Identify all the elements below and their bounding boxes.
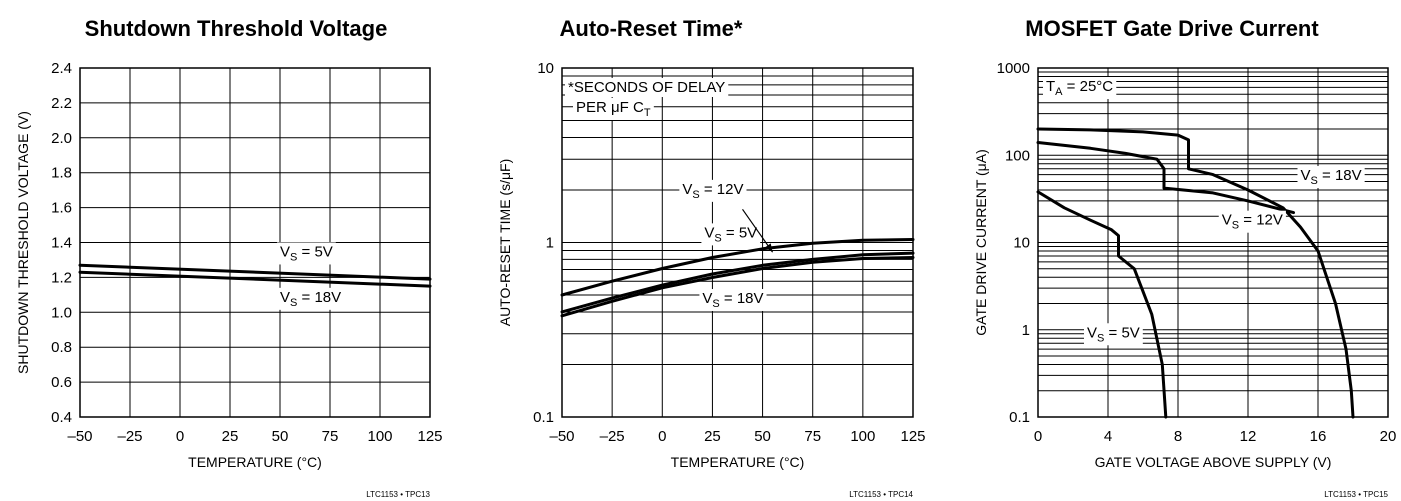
chart2-series-2-label-bg xyxy=(701,223,761,246)
chart3-series-3-label: VS = 5V xyxy=(1087,324,1140,344)
chart2-figure-code: LTC1153 • TPC14 xyxy=(849,490,913,499)
chart1-ytick-label: 1.0 xyxy=(51,304,72,321)
chart3-xtick-label: 16 xyxy=(1310,428,1327,445)
chart3-ylabel: GATE DRIVE CURRENT (μA) xyxy=(973,149,989,335)
chart2-xtick-label: 75 xyxy=(804,428,821,445)
chart3-plot-frame xyxy=(1037,67,1389,418)
chart2-series-1-label: VS = 12V xyxy=(682,181,743,201)
chart2-xtick-label: –25 xyxy=(600,428,625,445)
chart1-ylabel: SHUTDOWN THRESHOLD VOLTAGE (V) xyxy=(15,111,31,374)
chart1-ytick-label: 0.4 xyxy=(51,409,72,426)
chart1-ytick-label: 1.2 xyxy=(51,269,72,286)
chart2-leader-arrowhead xyxy=(765,243,773,253)
chart2-ytick-label: 1 xyxy=(546,235,554,252)
chart3-series-3-line xyxy=(1036,190,1168,419)
chart2-title: Auto-Reset Time* xyxy=(560,16,743,41)
chart2-series-2-line xyxy=(560,251,915,314)
chart1-ytick-label: 1.6 xyxy=(51,200,72,217)
chart3-xtick-label: 12 xyxy=(1240,428,1257,445)
chart2-xtick-label: –50 xyxy=(549,428,574,445)
chart1-series-2-label-bg xyxy=(277,287,345,310)
chart1-plot-frame xyxy=(79,67,431,418)
chart2-series-3-label: VS = 18V xyxy=(702,290,763,310)
chart3-series-1-label: VS = 18V xyxy=(1301,167,1362,187)
chart3-series-2-label-bg xyxy=(1218,210,1286,233)
chart2-leader-line xyxy=(742,208,774,253)
chart3-series-2-line xyxy=(1036,141,1295,215)
chart3-xtick-label: 8 xyxy=(1174,428,1182,445)
chart3-ytick-label: 1 xyxy=(1022,322,1030,339)
chart1-xtick-label: 50 xyxy=(272,428,289,445)
chart2-xtick-label: 0 xyxy=(658,428,666,445)
chart3-ytick-label: 10 xyxy=(1013,235,1030,252)
chart1-ytick-label: 2.2 xyxy=(51,95,72,112)
chart1-series-2-line xyxy=(78,270,432,288)
chart3-note-ta: TA = 25°C xyxy=(1046,78,1113,98)
chart1-xtick-label: 125 xyxy=(417,428,442,445)
chart1-ytick-label: 2.4 xyxy=(51,60,72,77)
chart2-series-1-line xyxy=(560,238,915,297)
chart3-ytick-label: 1000 xyxy=(997,60,1030,77)
chart1-ytick-label: 1.8 xyxy=(51,165,72,182)
chart1-xlabel: TEMPERATURE (°C) xyxy=(188,454,322,470)
chart2-xtick-label: 25 xyxy=(704,428,721,445)
chart3-ytick-label: 0.1 xyxy=(1009,409,1030,426)
chart3-series-3-label-bg xyxy=(1084,323,1143,346)
chart1-xtick-label: –25 xyxy=(117,428,142,445)
chart2-note-line2-bg xyxy=(573,98,654,120)
chart1-figure-code: LTC1153 • TPC13 xyxy=(366,490,430,499)
chart2-xtick-label: 125 xyxy=(900,428,925,445)
chart2-series-1-label-bg xyxy=(679,179,747,202)
chart3-xtick-label: 20 xyxy=(1380,428,1397,445)
chart3-ytick-label: 100 xyxy=(1005,147,1030,164)
chart3-figure-code: LTC1153 • TPC15 xyxy=(1324,490,1388,499)
chart1-series-1-label-bg xyxy=(277,242,336,265)
chart1-ytick-label: 0.8 xyxy=(51,339,72,356)
chart2-note-line2: PER μF CT xyxy=(576,99,651,119)
chart1-series-2-label: VS = 18V xyxy=(280,289,341,309)
chart3-title: MOSFET Gate Drive Current xyxy=(1025,16,1319,41)
chart2-xlabel: TEMPERATURE (°C) xyxy=(671,454,805,470)
chart2-note-line1-bg xyxy=(565,78,729,97)
chart1-ytick-label: 1.4 xyxy=(51,235,72,252)
chart3-series-1-label-bg xyxy=(1297,166,1365,189)
chart1-ytick-label: 0.6 xyxy=(51,374,72,391)
chart2-xtick-label: 100 xyxy=(850,428,875,445)
chart2-xtick-label: 50 xyxy=(754,428,771,445)
chart3-series-2-label: VS = 12V xyxy=(1222,212,1283,232)
chart3-xtick-label: 0 xyxy=(1034,428,1042,445)
chart2-series-3-label-bg xyxy=(699,289,767,312)
chart3-series-1-line xyxy=(1036,127,1355,419)
chart3-note-ta-bg xyxy=(1043,77,1117,99)
chart2-note-line1: *SECONDS OF DELAY xyxy=(568,79,725,96)
chart2-ylabel: AUTO-RESET TIME (s/μF) xyxy=(497,159,513,327)
chart2-series-3-line xyxy=(560,256,915,318)
chart1-xtick-label: 0 xyxy=(176,428,184,445)
chart1-title: Shutdown Threshold Voltage xyxy=(85,16,388,41)
chart3-xlabel: GATE VOLTAGE ABOVE SUPPLY (V) xyxy=(1095,454,1332,470)
chart3-xtick-label: 4 xyxy=(1104,428,1112,445)
chart2-ytick-label: 0.1 xyxy=(533,409,554,426)
chart1-series-1-line xyxy=(78,263,432,281)
chart1-ytick-label: 2.0 xyxy=(51,130,72,147)
chart1-series-1-label: VS = 5V xyxy=(280,243,333,263)
chart1-xtick-label: 100 xyxy=(367,428,392,445)
chart1-xtick-label: 25 xyxy=(222,428,239,445)
chart2-series-2-label: VS = 5V xyxy=(704,224,757,244)
chart1-xtick-label: 75 xyxy=(322,428,339,445)
chart1-xtick-label: –50 xyxy=(67,428,92,445)
chart2-ytick-label: 10 xyxy=(537,60,554,77)
chart2-plot-frame xyxy=(561,67,914,418)
